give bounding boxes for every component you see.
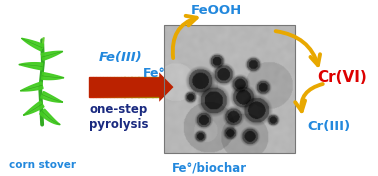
Bar	[93, 77, 96, 97]
Bar	[96, 77, 100, 97]
Text: Cr(III): Cr(III)	[308, 120, 351, 133]
Polygon shape	[40, 109, 60, 125]
Polygon shape	[41, 51, 63, 60]
Text: corn stover: corn stover	[9, 160, 76, 170]
Bar	[164, 25, 296, 153]
Text: Cr(VI): Cr(VI)	[318, 70, 367, 85]
Bar	[107, 77, 110, 97]
Bar	[99, 77, 104, 97]
Polygon shape	[41, 92, 63, 102]
Polygon shape	[42, 73, 64, 80]
Bar	[156, 77, 160, 97]
Bar	[103, 77, 107, 97]
Polygon shape	[20, 82, 43, 91]
Bar	[124, 77, 128, 97]
Bar	[110, 77, 114, 97]
Bar	[135, 77, 139, 97]
Bar	[142, 77, 146, 97]
Bar	[89, 77, 93, 97]
FancyArrow shape	[89, 73, 174, 102]
Bar	[152, 77, 156, 97]
Bar	[117, 77, 121, 97]
Polygon shape	[19, 63, 43, 70]
Bar	[121, 77, 124, 97]
Polygon shape	[22, 38, 43, 51]
Polygon shape	[23, 101, 44, 115]
Bar	[114, 77, 118, 97]
Bar	[131, 77, 135, 97]
Bar	[128, 77, 132, 97]
Bar	[149, 77, 153, 97]
Text: Fe°/biochar: Fe°/biochar	[172, 161, 247, 174]
Bar	[145, 77, 149, 97]
Text: Fe°: Fe°	[143, 67, 166, 80]
Text: Fe(III): Fe(III)	[99, 51, 143, 64]
Text: FeOOH: FeOOH	[191, 4, 242, 17]
Text: one-step
pyrolysis: one-step pyrolysis	[89, 103, 149, 131]
Bar	[138, 77, 142, 97]
